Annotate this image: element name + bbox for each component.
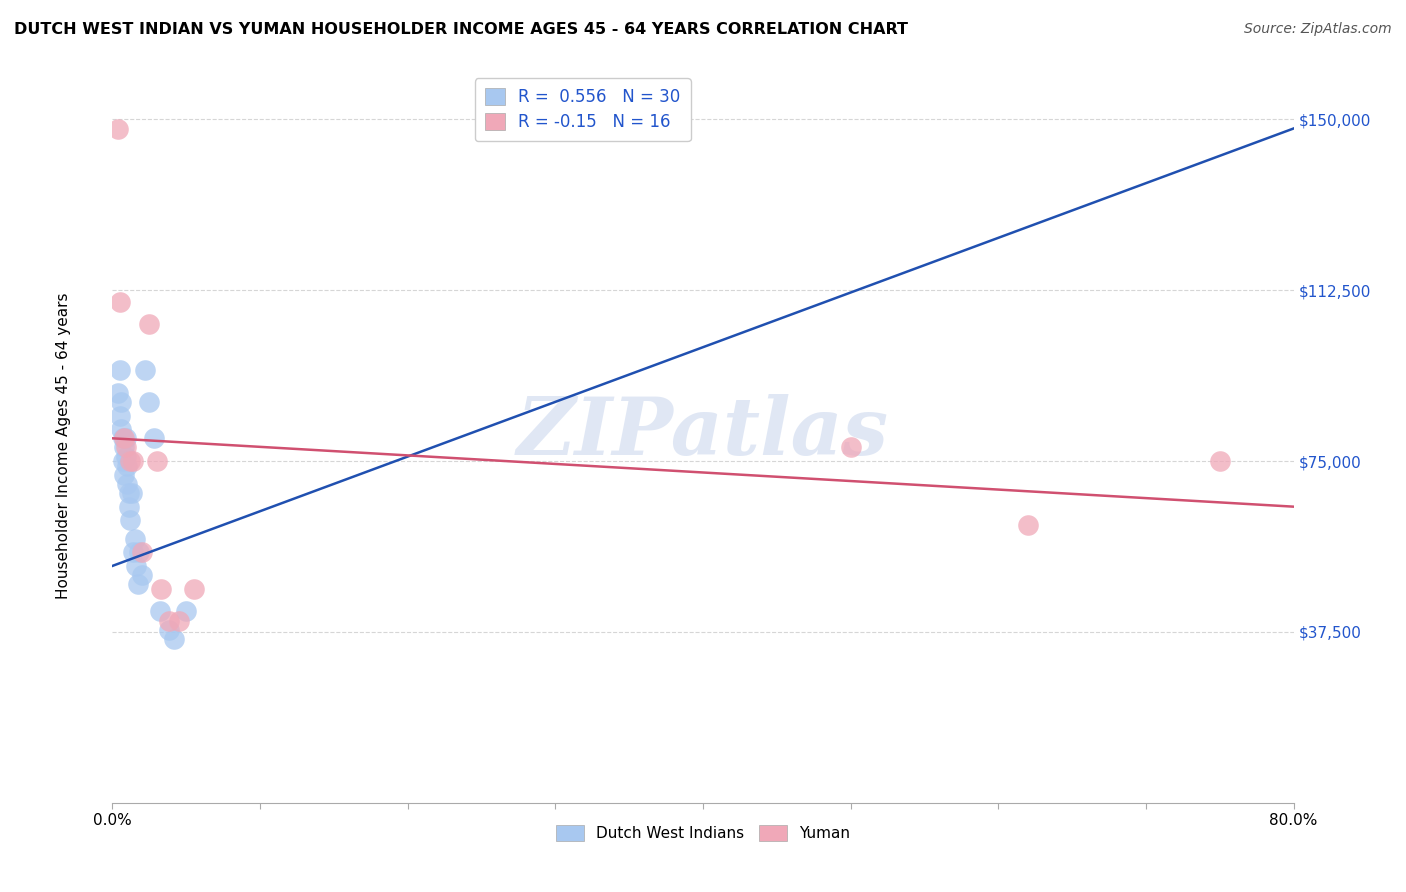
Point (122, 545, 145, 559)
Point (131, 568, 153, 582)
Point (114, 441, 136, 455)
Point (127, 577, 149, 591)
Point (112, 431, 135, 445)
Point (163, 632, 186, 646)
Point (157, 614, 180, 628)
Point (107, 385, 129, 400)
Point (117, 476, 138, 491)
Point (114, 431, 136, 445)
Point (134, 363, 156, 377)
Point (117, 458, 138, 473)
Point (150, 582, 173, 596)
Text: Householder Income Ages 45 - 64 years: Householder Income Ages 45 - 64 years (56, 293, 70, 599)
Point (138, 395, 160, 409)
Point (157, 623, 180, 637)
Point (146, 454, 169, 468)
Point (118, 486, 141, 500)
Point (124, 532, 146, 546)
Point (125, 558, 148, 573)
Point (114, 450, 136, 464)
Point (111, 431, 134, 445)
Point (128, 545, 150, 559)
Point (121, 486, 143, 500)
Point (839, 441, 862, 455)
Point (142, 431, 165, 445)
Point (1208, 454, 1232, 468)
Point (149, 604, 172, 618)
Point (108, 409, 131, 423)
Point (1017, 517, 1039, 532)
Text: Source: ZipAtlas.com: Source: ZipAtlas.com (1244, 22, 1392, 37)
Legend: Dutch West Indians, Yuman: Dutch West Indians, Yuman (550, 819, 856, 847)
Text: DUTCH WEST INDIAN VS YUMAN HOUSEHOLDER INCOME AGES 45 - 64 YEARS CORRELATION CHA: DUTCH WEST INDIAN VS YUMAN HOUSEHOLDER I… (14, 22, 908, 37)
Point (167, 614, 190, 628)
Point (120, 454, 142, 468)
Point (183, 582, 205, 596)
Point (112, 441, 135, 455)
Point (107, 121, 129, 136)
Point (111, 454, 134, 468)
Point (122, 454, 145, 468)
Point (120, 513, 142, 527)
Point (110, 422, 132, 436)
Point (110, 395, 132, 409)
Point (118, 500, 141, 514)
Point (108, 294, 131, 309)
Point (112, 467, 135, 482)
Text: ZIPatlas: ZIPatlas (517, 394, 889, 471)
Point (131, 545, 153, 559)
Point (174, 604, 197, 618)
Point (138, 318, 160, 332)
Point (108, 363, 131, 377)
